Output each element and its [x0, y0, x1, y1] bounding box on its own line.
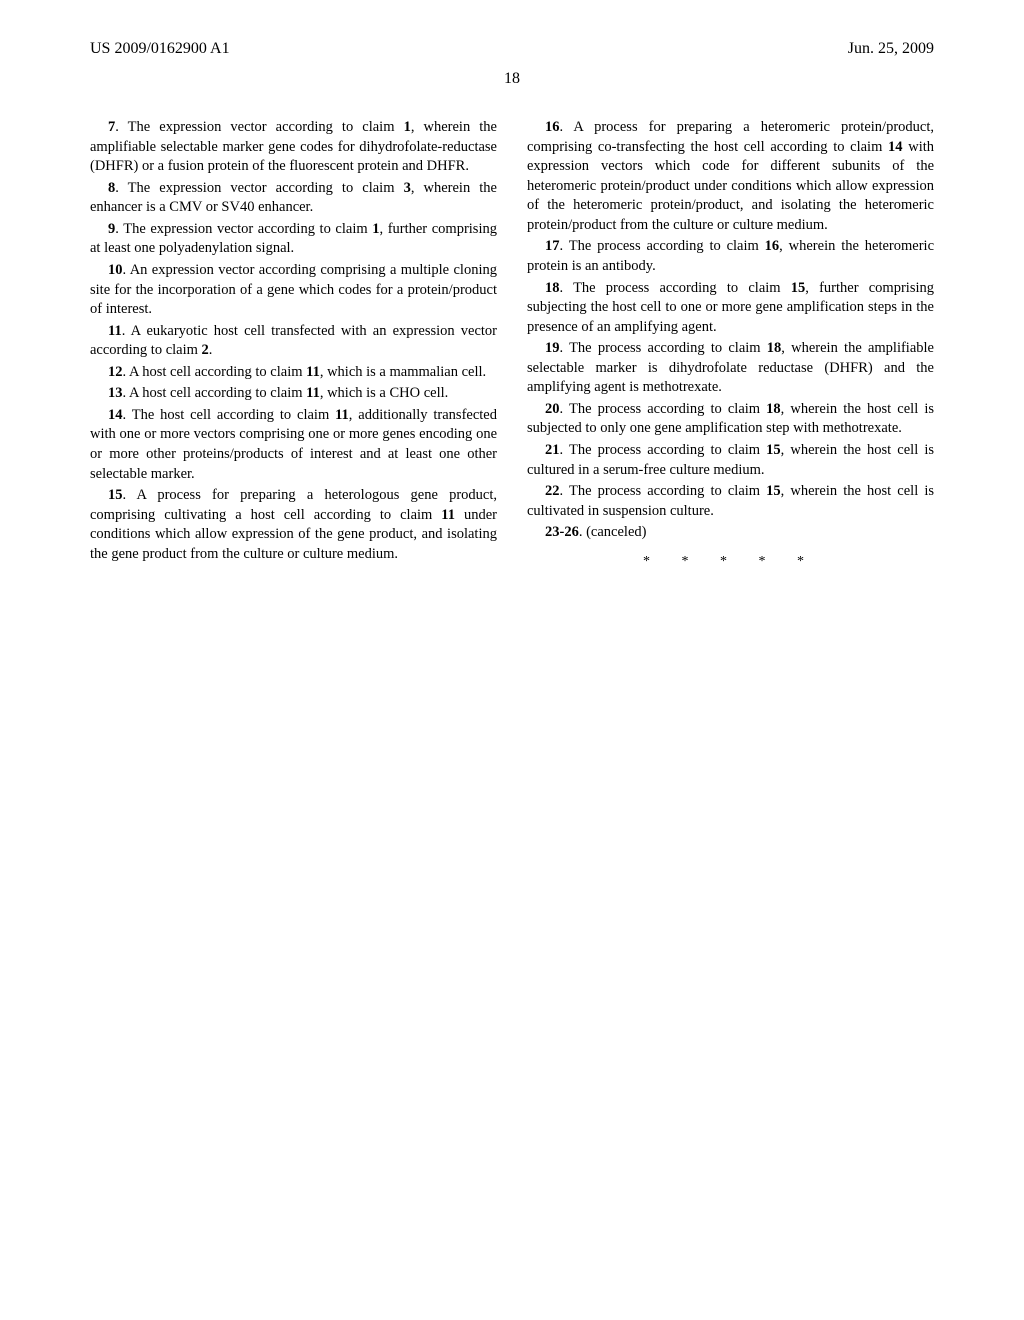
- claim-number: 11: [108, 323, 122, 339]
- claim: 8. The expression vector according to cl…: [90, 179, 497, 218]
- claim: 17. The process according to claim 16, w…: [527, 237, 934, 276]
- claim-number: 16: [545, 119, 560, 135]
- claim: 10. An expression vector according compr…: [90, 261, 497, 320]
- claim: 11. A eukaryotic host cell transfected w…: [90, 322, 497, 361]
- claim: 22. The process according to claim 15, w…: [527, 482, 934, 521]
- claim-number: 12: [108, 364, 123, 380]
- claim-reference: 11: [306, 385, 320, 401]
- claim-reference: 15: [766, 442, 781, 458]
- claim-number: 22: [545, 483, 560, 499]
- claim-number: 19: [545, 340, 560, 356]
- claim-number: 8: [108, 180, 115, 196]
- publication-number: US 2009/0162900 A1: [90, 40, 230, 58]
- claim: 21. The process according to claim 15, w…: [527, 441, 934, 480]
- claim-number: 23-26: [545, 524, 579, 540]
- claim-reference: 18: [766, 401, 781, 417]
- claim-number: 20: [545, 401, 560, 417]
- claim: 7. The expression vector according to cl…: [90, 118, 497, 177]
- claim-number: 13: [108, 385, 123, 401]
- claims-columns: 7. The expression vector according to cl…: [0, 88, 1024, 572]
- claim: 12. A host cell according to claim 11, w…: [90, 363, 497, 383]
- claim: 23-26. (canceled): [527, 523, 934, 543]
- publication-date: Jun. 25, 2009: [848, 40, 934, 58]
- claim-number: 21: [545, 442, 560, 458]
- claim-reference: 15: [766, 483, 781, 499]
- claim-number: 7: [108, 119, 115, 135]
- claim: 16. A process for preparing a heteromeri…: [527, 118, 934, 235]
- end-asterisks: * * * * *: [527, 553, 934, 572]
- claim-number: 9: [108, 221, 115, 237]
- claim: 9. The expression vector according to cl…: [90, 220, 497, 259]
- claim-reference: 15: [791, 280, 806, 296]
- claim: 13. A host cell according to claim 11, w…: [90, 384, 497, 404]
- claim-reference: 14: [888, 139, 903, 155]
- claim-reference: 18: [767, 340, 782, 356]
- right-column: 16. A process for preparing a heteromeri…: [527, 118, 934, 572]
- page-header: US 2009/0162900 A1 Jun. 25, 2009: [0, 0, 1024, 58]
- claim-number: 18: [545, 280, 560, 296]
- claim: 15. A process for preparing a heterologo…: [90, 486, 497, 564]
- left-column: 7. The expression vector according to cl…: [90, 118, 497, 572]
- page-number: 18: [0, 70, 1024, 88]
- claim-reference: 11: [306, 364, 320, 380]
- claim: 18. The process according to claim 15, f…: [527, 279, 934, 338]
- claim-number: 15: [108, 487, 123, 503]
- claim-reference: 11: [441, 507, 455, 523]
- claim-number: 10: [108, 262, 123, 278]
- claim-number: 14: [108, 407, 123, 423]
- claim-reference: 3: [404, 180, 411, 196]
- claim-reference: 16: [765, 238, 780, 254]
- claim-reference: 1: [404, 119, 411, 135]
- claim: 20. The process according to claim 18, w…: [527, 400, 934, 439]
- claim-number: 17: [545, 238, 560, 254]
- claim-reference: 2: [202, 342, 209, 358]
- claim: 14. The host cell according to claim 11,…: [90, 406, 497, 484]
- claim: 19. The process according to claim 18, w…: [527, 339, 934, 398]
- claim-reference: 1: [372, 221, 379, 237]
- claim-reference: 11: [335, 407, 349, 423]
